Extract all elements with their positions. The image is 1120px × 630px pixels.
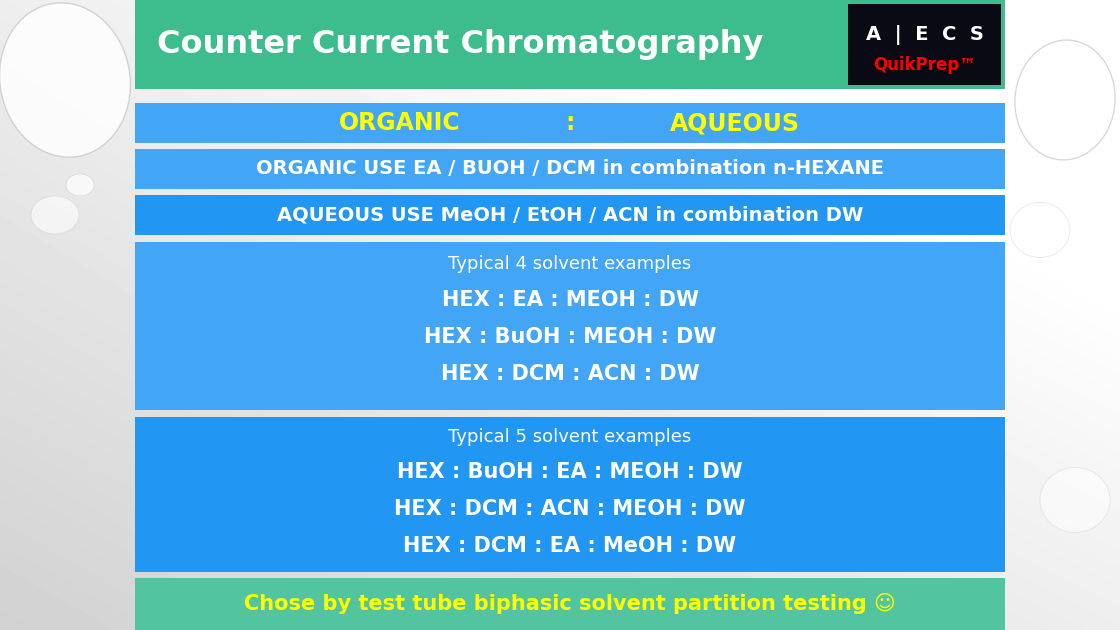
FancyBboxPatch shape <box>136 149 1005 189</box>
Text: HEX : BuOH : MEOH : DW: HEX : BuOH : MEOH : DW <box>423 327 716 347</box>
Ellipse shape <box>1015 40 1116 160</box>
FancyBboxPatch shape <box>136 242 1005 410</box>
Text: ORGANIC USE EA / BUOH / DCM in combination n-HEXANE: ORGANIC USE EA / BUOH / DCM in combinati… <box>256 159 884 178</box>
Ellipse shape <box>31 196 80 234</box>
FancyBboxPatch shape <box>136 578 1005 630</box>
Text: QuikPrep™: QuikPrep™ <box>874 55 976 74</box>
Text: A  |  E  C  S: A | E C S <box>866 25 983 45</box>
Text: HEX : EA : MEOH : DW: HEX : EA : MEOH : DW <box>441 290 699 310</box>
Text: AQUEOUS USE MeOH / EtOH / ACN in combination DW: AQUEOUS USE MeOH / EtOH / ACN in combina… <box>277 205 864 224</box>
FancyBboxPatch shape <box>136 195 1005 235</box>
Text: HEX : BuOH : EA : MEOH : DW: HEX : BuOH : EA : MEOH : DW <box>398 462 743 482</box>
Text: Chose by test tube biphasic solvent partition testing ☺: Chose by test tube biphasic solvent part… <box>244 593 896 614</box>
FancyBboxPatch shape <box>136 103 1005 143</box>
Ellipse shape <box>1040 467 1110 532</box>
Text: Typical 5 solvent examples: Typical 5 solvent examples <box>448 428 692 446</box>
Ellipse shape <box>66 174 94 196</box>
Text: ORGANIC: ORGANIC <box>339 111 460 135</box>
Ellipse shape <box>0 3 130 157</box>
FancyBboxPatch shape <box>136 0 1005 89</box>
FancyBboxPatch shape <box>136 417 1005 572</box>
FancyBboxPatch shape <box>848 4 1001 85</box>
Text: :: : <box>566 111 575 135</box>
Text: Typical 4 solvent examples: Typical 4 solvent examples <box>448 255 692 273</box>
Text: HEX : DCM : ACN : MEOH : DW: HEX : DCM : ACN : MEOH : DW <box>394 499 746 519</box>
Ellipse shape <box>1010 202 1070 258</box>
Text: HEX : DCM : EA : MeOH : DW: HEX : DCM : EA : MeOH : DW <box>403 536 737 556</box>
Text: HEX : DCM : ACN : DW: HEX : DCM : ACN : DW <box>440 364 699 384</box>
Text: Counter Current Chromatography: Counter Current Chromatography <box>157 29 764 60</box>
Text: AQUEOUS: AQUEOUS <box>670 111 800 135</box>
